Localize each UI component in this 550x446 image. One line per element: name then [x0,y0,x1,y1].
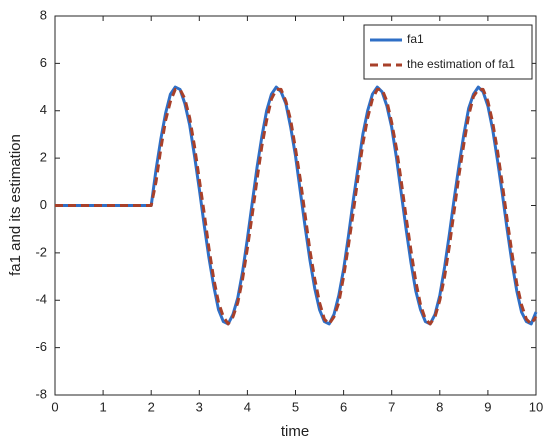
legend-label: the estimation of fa1 [407,57,515,71]
x-tick-label: 6 [340,399,347,414]
x-tick-label: 10 [529,399,543,414]
x-tick-label: 4 [244,399,251,414]
y-tick-label: -6 [35,339,47,354]
y-tick-label: -4 [35,292,47,307]
x-tick-label: 1 [99,399,106,414]
y-tick-label: -8 [35,386,47,401]
y-tick-label: 4 [40,102,47,117]
x-tick-label: 3 [196,399,203,414]
x-tick-label: 5 [292,399,299,414]
x-tick-label: 7 [388,399,395,414]
legend-box [363,24,533,80]
legend-label: fa1 [407,32,424,46]
x-tick-label: 8 [436,399,443,414]
series-line [55,87,538,326]
x-axis-label: time [281,423,309,440]
y-tick-label: -2 [35,244,47,259]
y-tick-label: 0 [40,197,47,212]
y-tick-label: 8 [40,7,47,22]
y-axis-label: fa1 and its estimation [7,134,24,276]
x-tick-label: 0 [51,399,58,414]
x-tick-label: 9 [484,399,491,414]
y-tick-label: 6 [40,55,47,70]
x-tick-label: 2 [148,399,155,414]
y-tick-label: 2 [40,150,47,165]
